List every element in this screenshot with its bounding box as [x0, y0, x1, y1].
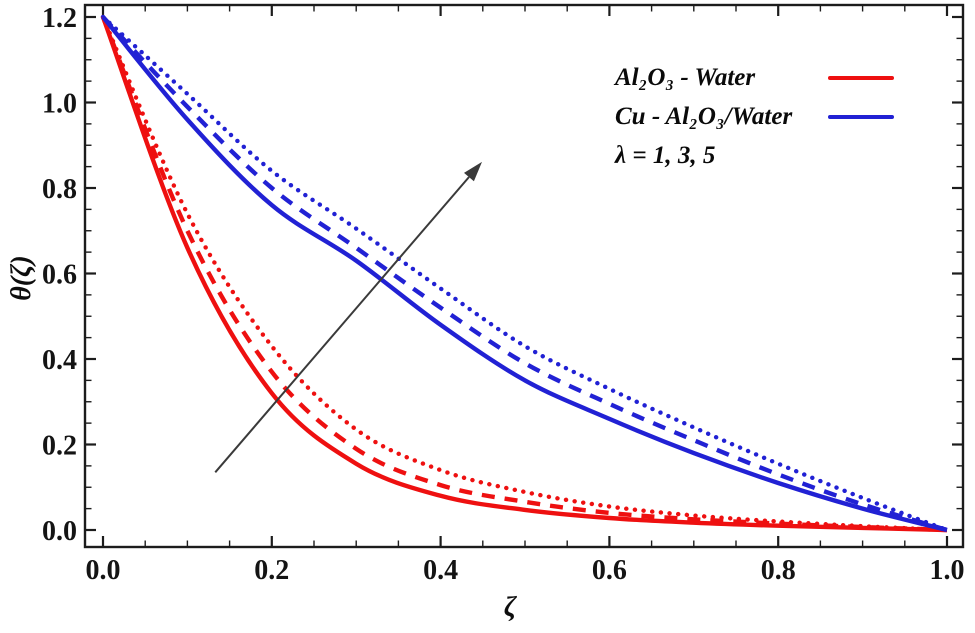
legend-line-swatch-blue [828, 114, 894, 119]
y-axis-label: θ(ζ) [6, 255, 37, 301]
legend-entry-al2o3-water: Al₂O₃ - Water [615, 58, 945, 97]
curve-al2o3-water-lambda5 [100, 14, 950, 533]
y-tick-label: 0.8 [42, 174, 77, 205]
legend-line-swatch-red [828, 75, 894, 80]
curve-cu-al2o3-water-lambda3 [101, 15, 948, 533]
x-axis-label: ζ [503, 592, 517, 623]
legend: Al₂O₃ - Water Cu - Al₂O₃/Water λ = 1, 3,… [615, 58, 945, 175]
y-tick-label: 1.0 [42, 89, 77, 120]
x-tick-label: 0.8 [761, 555, 796, 586]
legend-label: Cu - Al₂O₃/Water [615, 102, 793, 130]
y-tick-label: 0.0 [42, 516, 77, 547]
y-tick-label: 0.4 [42, 345, 77, 376]
curve-cu-al2o3-water-lambda1 [101, 15, 948, 533]
y-tick-label: 0.2 [42, 431, 77, 462]
x-tick-label: 0.0 [86, 555, 121, 586]
curve-al2o3-water-lambda1 [100, 16, 948, 533]
lambda-increase-arrow-head [464, 161, 482, 182]
x-tick-label: 0.2 [254, 555, 289, 586]
x-tick-label: 0.4 [423, 555, 458, 586]
lambda-increase-arrow-shaft [214, 176, 470, 473]
legend-label: Al₂O₃ - Water [615, 63, 756, 91]
legend-entry-cu-al2o3-water: Cu - Al₂O₃/Water [615, 97, 945, 136]
x-tick-label: 1.0 [930, 555, 965, 586]
y-tick-label: 0.6 [42, 260, 77, 291]
x-tick-label: 0.6 [592, 555, 627, 586]
legend-entry-lambda-values: λ = 1, 3, 5 [615, 136, 945, 175]
plot-frame [83, 3, 965, 549]
legend-label: λ = 1, 3, 5 [615, 141, 716, 169]
y-tick-label: 1.2 [42, 3, 77, 34]
curve-cu-al2o3-water-lambda5 [100, 14, 950, 533]
